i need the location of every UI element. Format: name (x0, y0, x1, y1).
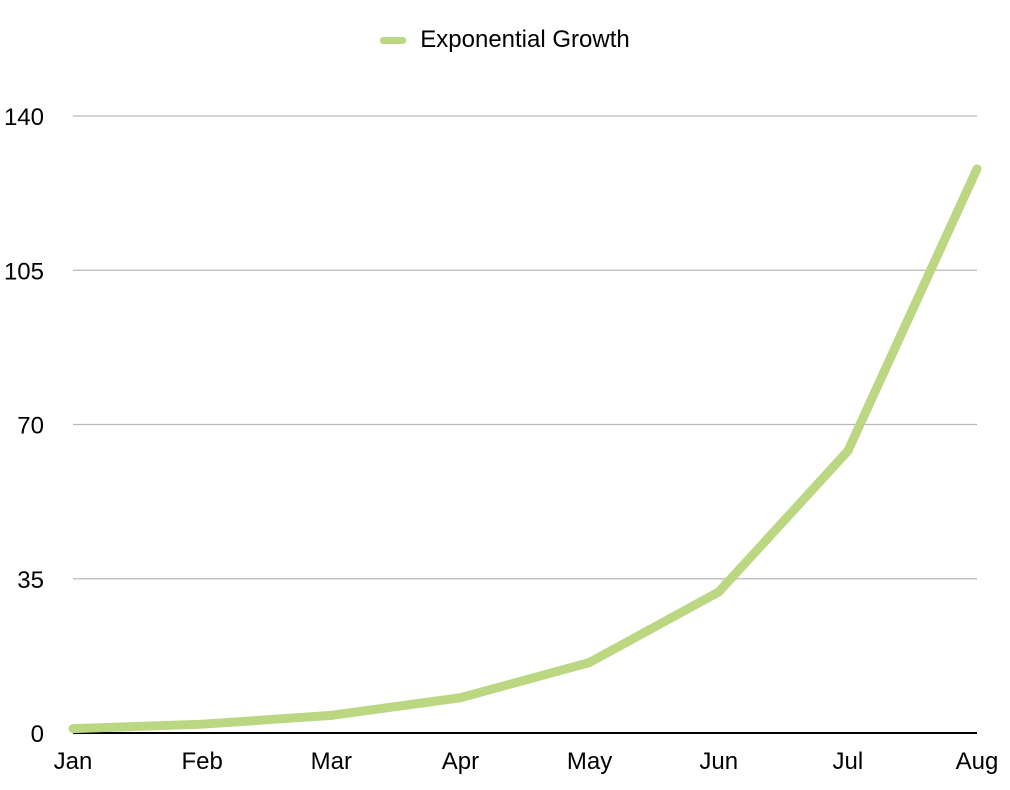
series-line-exponential-growth (72, 167, 982, 734)
x-tick-label: Aug (956, 748, 999, 775)
x-tick-label: Jun (699, 748, 738, 775)
x-tick-label: Jul (833, 748, 864, 775)
y-tick-label: 140 (4, 104, 44, 131)
y-tick-label: 70 (17, 413, 44, 440)
legend-item: Exponential Growth (380, 26, 630, 54)
data-point (68, 724, 78, 734)
x-tick-label: Feb (181, 748, 222, 775)
legend-label: Exponential Growth (420, 26, 630, 53)
data-point (326, 710, 336, 720)
x-tick-label: May (567, 748, 612, 775)
data-point (714, 587, 724, 597)
legend: Exponential Growth (0, 24, 1010, 56)
y-tick-label: 105 (4, 258, 44, 285)
x-tick-label: Apr (442, 748, 479, 775)
data-point (972, 164, 982, 174)
x-tick-label: Mar (311, 748, 352, 775)
legend-swatch (380, 36, 407, 44)
data-point (197, 719, 207, 729)
data-point (843, 446, 853, 456)
y-tick-label: 0 (31, 721, 44, 748)
data-point (455, 693, 465, 703)
x-tick-label: Jan (54, 748, 93, 775)
y-tick-label: 35 (17, 567, 44, 594)
data-point (585, 657, 595, 667)
